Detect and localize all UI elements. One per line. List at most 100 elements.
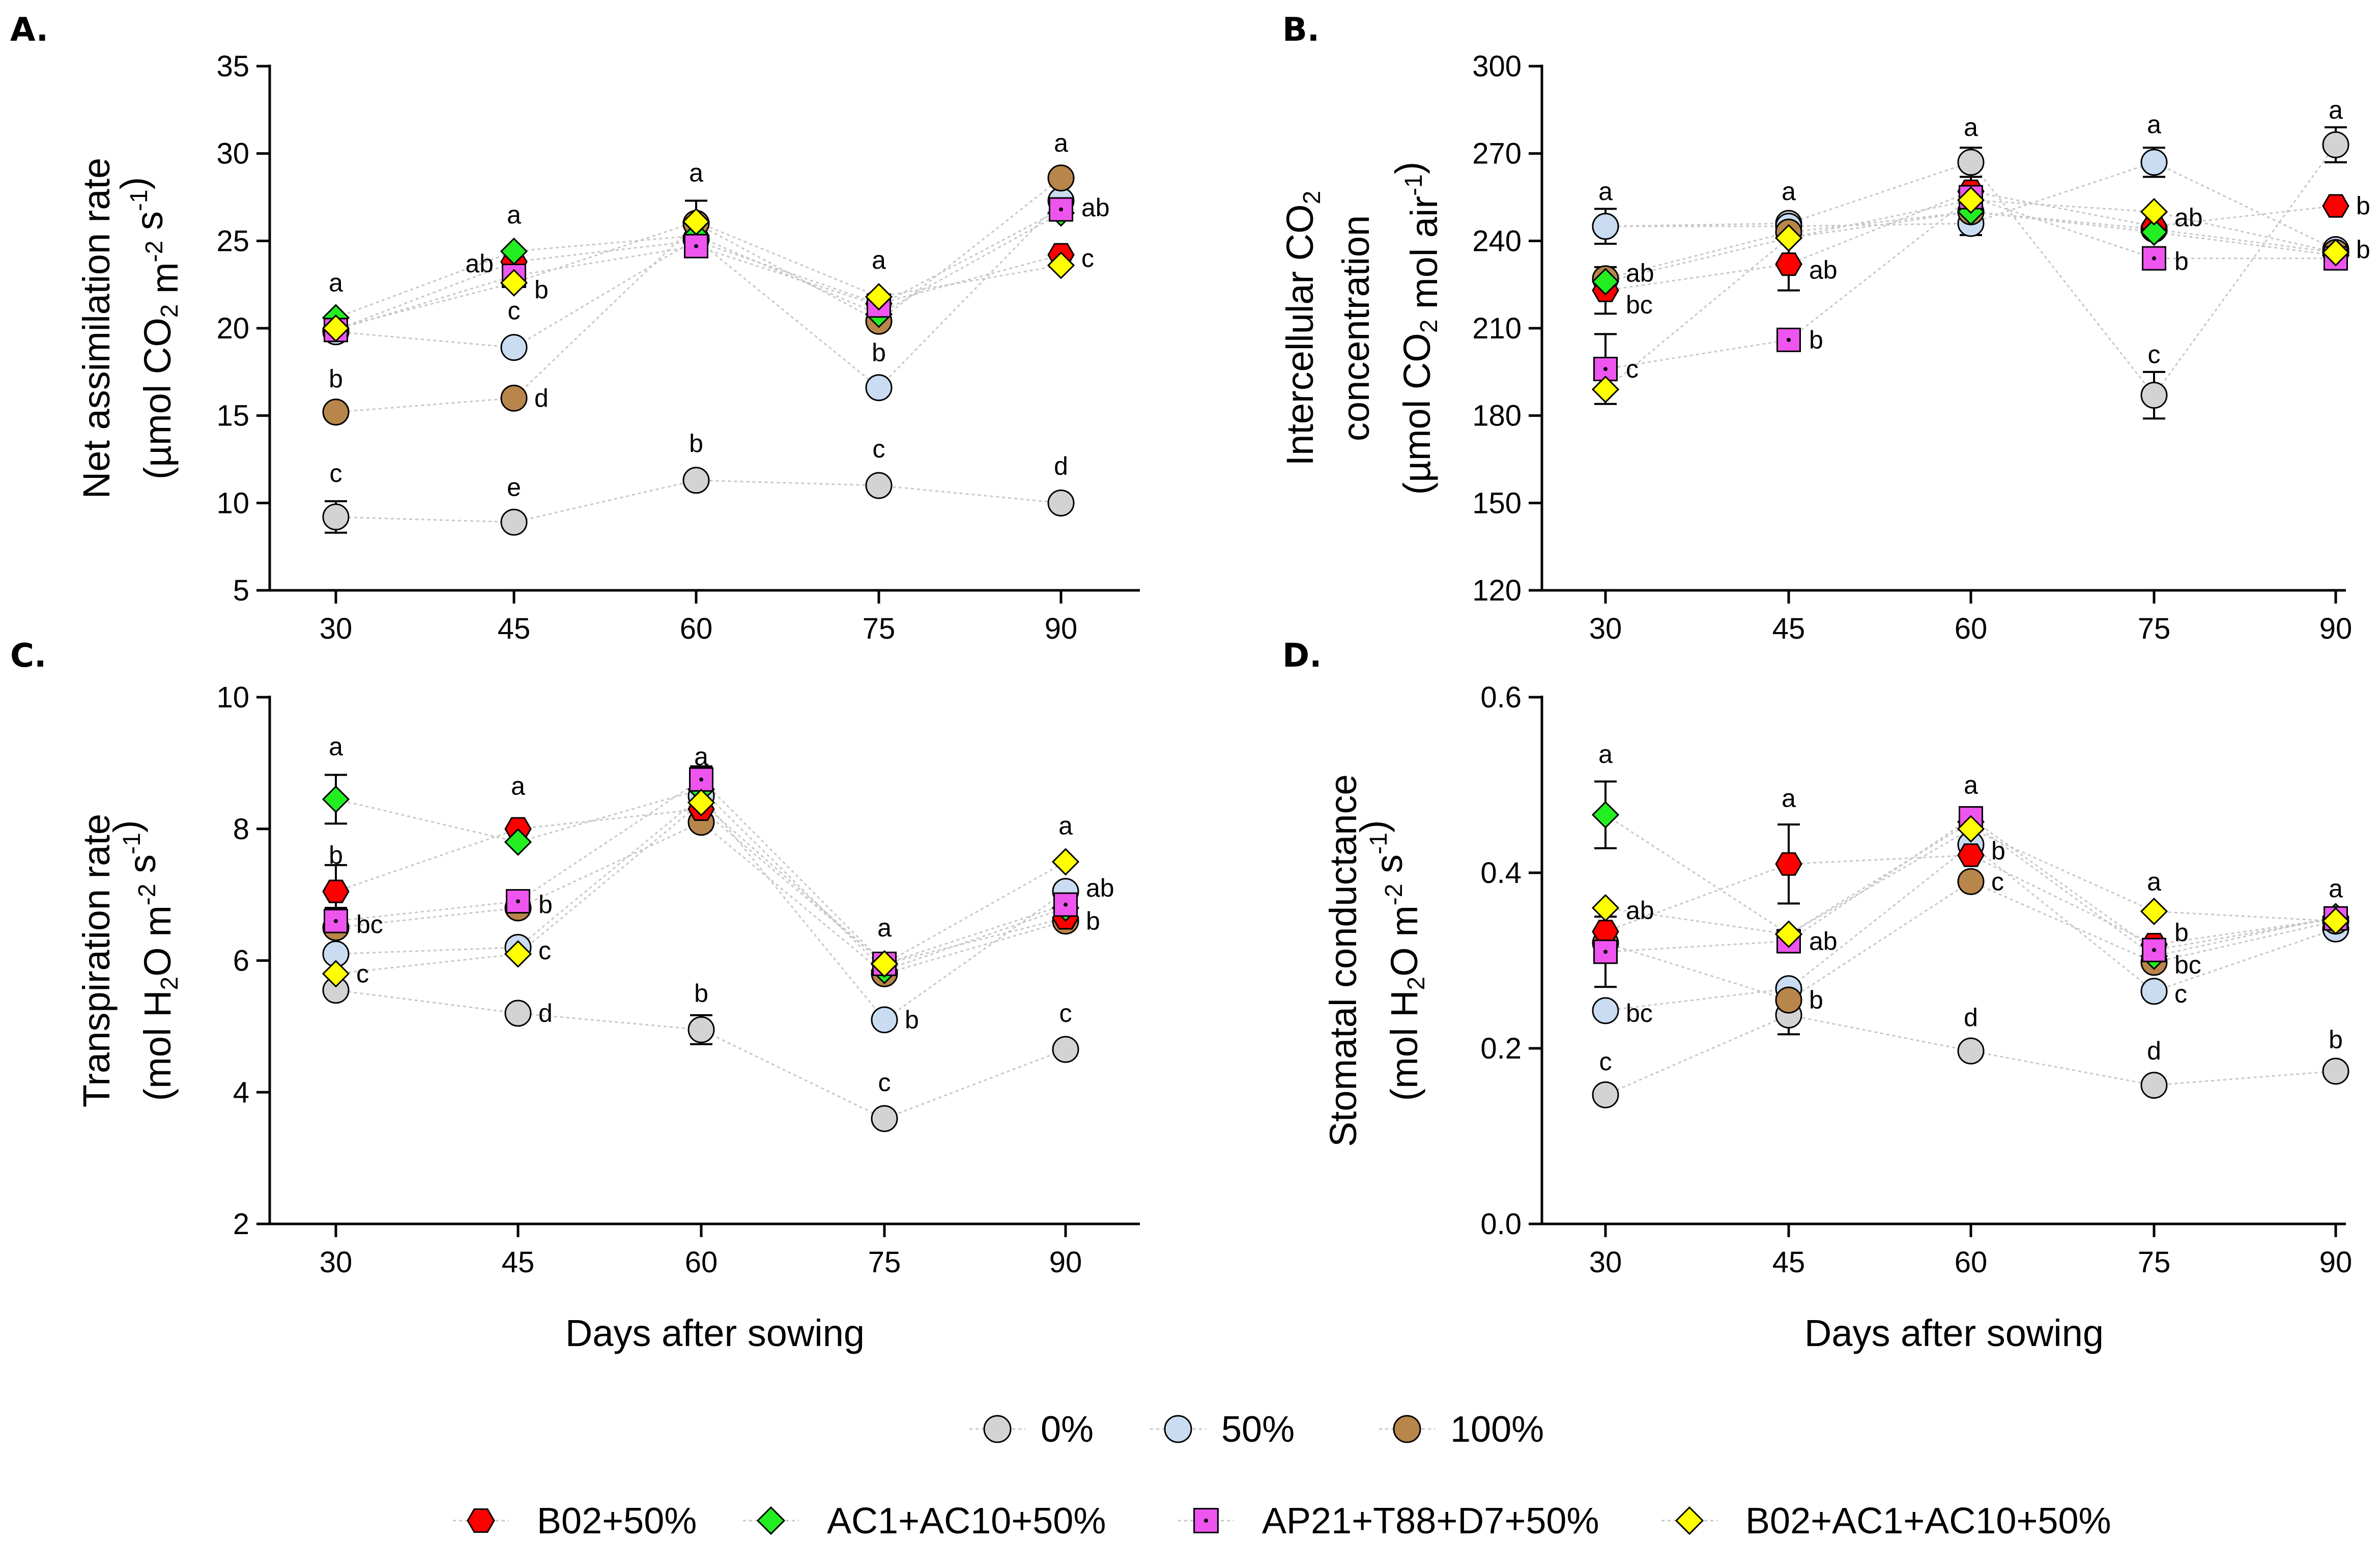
series-line-0% <box>335 479 1062 523</box>
x-axis-label: Days after sowing <box>565 1312 865 1354</box>
y-axis-label-line: Stomatal conductance <box>1322 774 1364 1147</box>
y-tick-label: 10 <box>216 487 249 520</box>
significance-letter: a <box>1058 811 1073 840</box>
legend-item: 100% <box>1379 1409 1544 1450</box>
x-tick-label: 45 <box>498 612 531 645</box>
chart-panel-a: A. 5 10 15 20 25 30 35 30 45 60 75 90 Net assimilatio… <box>10 11 1140 645</box>
marker-center-dot <box>1787 337 1791 342</box>
data-point <box>500 334 528 361</box>
data-point <box>1591 268 1620 296</box>
data-point <box>1775 252 1802 276</box>
y-tick-label: 6 <box>233 945 249 978</box>
y-tick-label: 0.2 <box>1480 1032 1522 1065</box>
data-point <box>687 1016 715 1043</box>
data-point <box>871 1105 898 1132</box>
significance-letter: c <box>2174 980 2187 1008</box>
y-tick-label: 10 <box>216 681 249 714</box>
data-point <box>1047 489 1075 517</box>
x-tick-label: 75 <box>2138 612 2171 645</box>
data-point <box>2322 131 2349 158</box>
data-point <box>1592 920 1619 944</box>
series-line-100% <box>1605 211 2336 280</box>
significance-letter: bc <box>2174 951 2201 979</box>
significance-letter: bc <box>1626 291 1653 319</box>
significance-letter: c <box>1081 244 1094 273</box>
legend-item: B02+50% <box>453 1501 697 1541</box>
series-line-50% <box>1605 161 2336 250</box>
x-tick-label: 75 <box>863 612 896 645</box>
significance-letter: a <box>1782 177 1796 206</box>
series-line-AC1+AC10+50% <box>1605 814 2336 957</box>
panels-group: A. 5 10 15 20 25 30 35 30 45 60 75 90 Net assimilatio… <box>10 11 2370 1354</box>
data-point <box>1957 186 1985 214</box>
y-tick-label: 35 <box>216 50 249 83</box>
data-point <box>865 472 893 499</box>
series-line-50% <box>335 794 1066 1021</box>
x-tick-label: 60 <box>685 1246 718 1279</box>
series-line-B02+50% <box>335 808 1066 965</box>
significance-letter: c <box>1626 355 1639 383</box>
data-point <box>322 785 350 813</box>
significance-letter: b <box>2356 236 2370 264</box>
legend-label: AC1+AC10+50% <box>827 1501 1106 1541</box>
significance-letter: d <box>538 999 553 1027</box>
legend-marker <box>467 1508 495 1533</box>
significance-letter: c <box>878 1068 891 1097</box>
significance-letter: b <box>694 979 708 1008</box>
significance-letter: c <box>508 297 521 325</box>
significance-letter: e <box>507 473 521 501</box>
x-tick-label: 45 <box>502 1246 535 1279</box>
significance-letter: a <box>1782 784 1796 812</box>
marker-center-dot <box>1603 950 1608 954</box>
significance-letter: a <box>1964 113 1978 141</box>
data-point <box>322 503 350 531</box>
significance-letter: c <box>330 459 342 488</box>
significance-letter: b <box>905 1006 919 1034</box>
panel-label: A. <box>10 11 48 49</box>
y-tick-label: 120 <box>1472 574 1522 607</box>
marker-center-dot <box>1603 367 1608 372</box>
y-tick-label: 240 <box>1472 224 1522 258</box>
x-tick-label: 75 <box>868 1246 901 1279</box>
data-point <box>322 879 350 903</box>
y-axis-label-line: concentration <box>1335 215 1377 441</box>
y-tick-label: 0.6 <box>1480 681 1522 714</box>
data-point <box>1957 149 1985 176</box>
significance-letter: a <box>1598 740 1613 768</box>
legend-item: B02+AC1+AC10+50% <box>1661 1501 2111 1541</box>
data-point <box>2140 218 2168 246</box>
significance-letter: b <box>689 430 703 458</box>
marker-center-dot <box>1059 207 1063 212</box>
legend-label: 50% <box>1221 1409 1295 1450</box>
significance-letter: ab <box>1626 259 1654 287</box>
data-point <box>865 374 893 402</box>
data-point <box>500 384 528 412</box>
significance-letter: b <box>329 841 343 870</box>
data-point <box>504 940 532 968</box>
data-point <box>1775 852 1802 876</box>
y-axis-label-line: (µmol CO2 mol air-1) <box>1388 162 1445 495</box>
significance-letter: ab <box>465 249 494 278</box>
series-line-B02+AC1+AC10+50% <box>335 802 1066 975</box>
x-tick-label: 30 <box>1589 612 1622 645</box>
data-point <box>2140 197 2168 226</box>
data-point <box>500 508 528 536</box>
legend-label: 0% <box>1041 1409 1094 1450</box>
x-axis-label: Days after sowing <box>1804 1312 2104 1354</box>
data-point <box>1592 1081 1619 1108</box>
significance-letter: a <box>507 201 521 229</box>
x-tick-label: 90 <box>1045 612 1078 645</box>
series-line-AC1+AC10+50% <box>1605 211 2336 282</box>
significance-letter: b <box>1086 907 1100 935</box>
data-point <box>2140 149 2168 176</box>
data-point <box>1957 843 1985 867</box>
significance-letter: a <box>511 772 525 801</box>
data-point <box>1591 376 1620 404</box>
significance-letter: a <box>1964 771 1978 799</box>
data-point <box>322 960 350 988</box>
significance-letter: a <box>1054 129 1068 157</box>
significance-letter: ab <box>2174 204 2203 232</box>
series-line-AC1+AC10+50% <box>335 788 1066 971</box>
y-axis-label-line: Net assimilation rate <box>75 158 118 499</box>
significance-letter: c <box>873 435 885 463</box>
